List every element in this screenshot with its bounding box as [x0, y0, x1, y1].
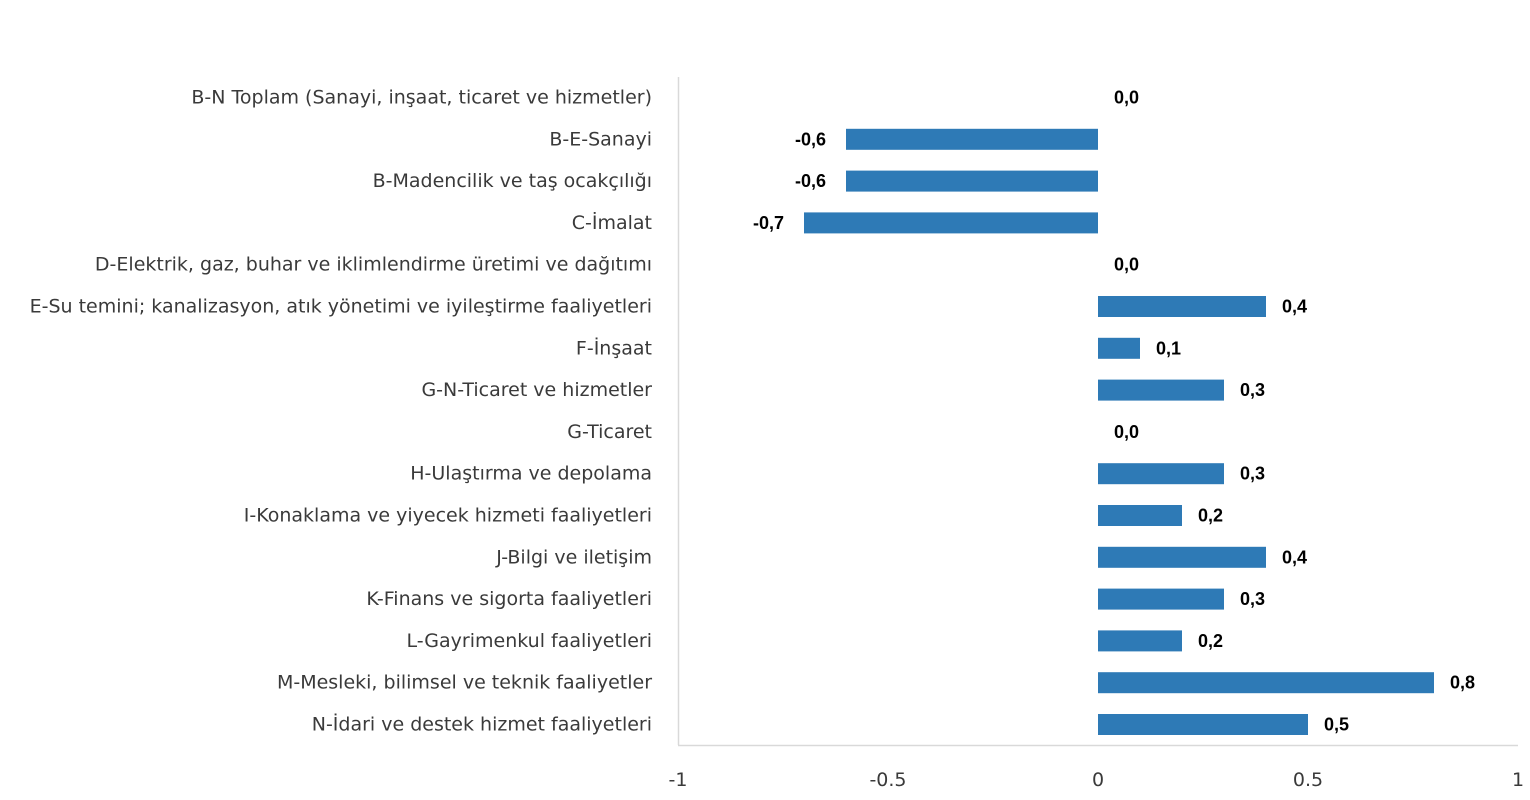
data-label: 0,3 — [1240, 464, 1265, 484]
category-label: E-Su temini; kanalizasyon, atık yönetimi… — [30, 296, 652, 318]
chart-axes — [677, 77, 1518, 747]
bar — [1098, 588, 1224, 610]
data-label: 0,2 — [1198, 506, 1223, 526]
data-label: 0,4 — [1282, 297, 1307, 317]
bar — [846, 128, 1098, 150]
category-label: K-Finans ve sigorta faaliyetleri — [366, 588, 652, 610]
x-tick-label: 1 — [1512, 769, 1524, 791]
data-label: 0,8 — [1450, 673, 1475, 693]
bar — [1098, 379, 1224, 401]
category-label: J-Bilgi ve iletişim — [495, 546, 652, 568]
bar — [1098, 296, 1266, 317]
data-label: -0,7 — [753, 213, 784, 233]
x-tick-label: -1 — [669, 769, 688, 791]
chart-bars — [804, 128, 1434, 735]
bar — [804, 212, 1098, 234]
category-label: I-Konaklama ve yiyecek hizmeti faaliyetl… — [244, 505, 652, 527]
data-label: -0,6 — [795, 129, 826, 149]
category-label: B-E-Sanayi — [549, 128, 652, 150]
x-tick-label: 0 — [1092, 769, 1104, 791]
x-tick-label: -0.5 — [869, 769, 906, 791]
bar — [1098, 546, 1266, 568]
bar — [1098, 714, 1308, 735]
bar — [1098, 672, 1434, 694]
category-label: H-Ulaştırma ve depolama — [410, 463, 652, 485]
data-labels: 0,0 -0,6 -0,6 -0,7 0,0 0,4 0,1 0,3 0,0 0,3 0,2 0,4 0… — [753, 88, 1475, 735]
bar — [1098, 505, 1182, 526]
data-label: 0,3 — [1240, 380, 1265, 400]
data-label: 0,4 — [1282, 547, 1307, 567]
bar — [846, 170, 1098, 192]
category-label: C-İmalat — [572, 211, 652, 234]
bar — [1098, 630, 1182, 652]
x-tick-label: 0.5 — [1293, 769, 1323, 791]
category-label: G-N-Ticaret ve hizmetler — [421, 379, 652, 401]
category-label: G-Ticaret — [567, 421, 652, 443]
data-label: -0,6 — [795, 171, 826, 191]
category-label: F-İnşaat — [576, 336, 652, 359]
category-label: L-Gayrimenkul faaliyetleri — [407, 630, 653, 652]
category-label: N-İdari ve destek hizmet faaliyetleri — [312, 713, 652, 736]
x-tick-labels: -1 -0.5 0 0.5 1 — [669, 769, 1525, 791]
data-label: 0,0 — [1114, 422, 1139, 442]
category-label: B-N Toplam (Sanayi, inşaat, ticaret ve h… — [191, 87, 652, 109]
data-label: 0,3 — [1240, 589, 1265, 609]
data-label: 0,5 — [1324, 715, 1349, 735]
data-label: 0,1 — [1156, 338, 1181, 358]
category-label: M-Mesleki, bilimsel ve teknik faaliyetle… — [277, 672, 652, 694]
data-label: 0,0 — [1114, 88, 1139, 108]
data-label: 0,0 — [1114, 255, 1139, 275]
bar — [1098, 463, 1224, 485]
category-labels: B-N Toplam (Sanayi, inşaat, ticaret ve h… — [30, 87, 653, 736]
bar — [1098, 337, 1140, 359]
data-label: 0,2 — [1198, 631, 1223, 651]
category-label: D-Elektrik, gaz, buhar ve iklimlendirme … — [95, 254, 652, 276]
category-label: B-Madencilik ve taş ocakçılığı — [373, 170, 652, 192]
